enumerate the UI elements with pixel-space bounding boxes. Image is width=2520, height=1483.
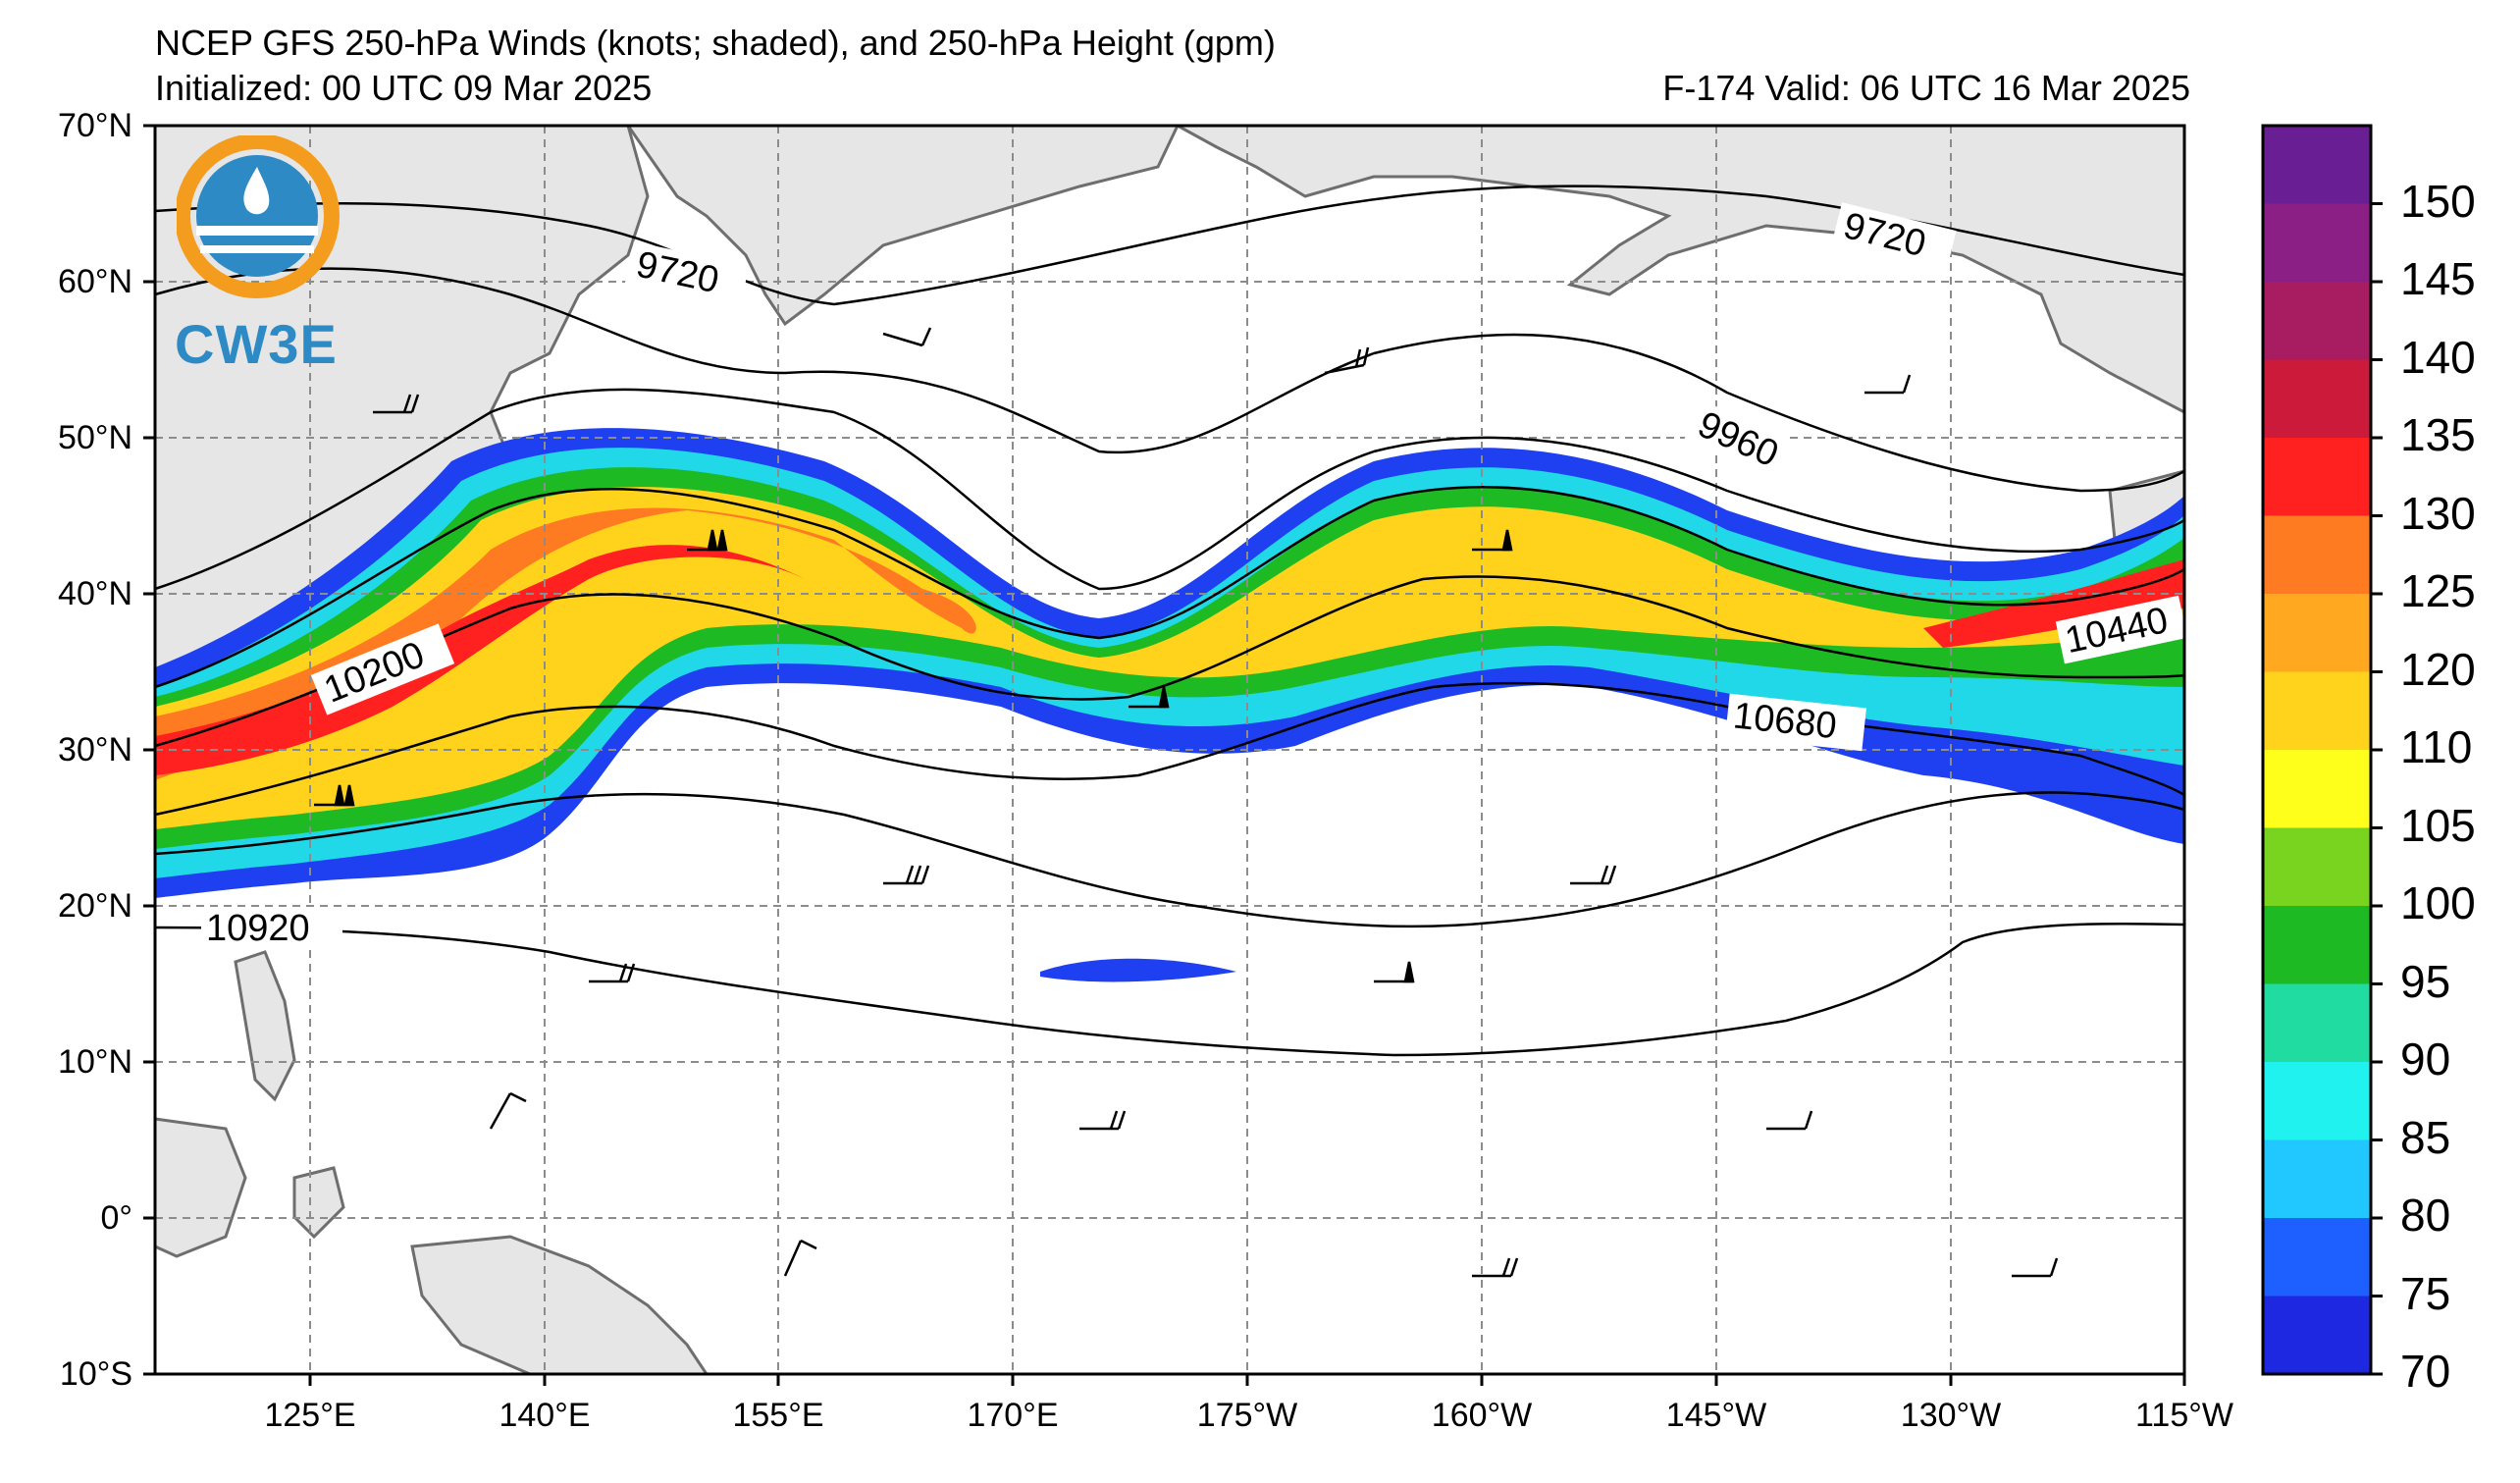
colorbar-swatch <box>2263 906 2371 984</box>
wind-barbs <box>314 327 2059 1278</box>
colorbar-swatch <box>2263 282 2371 360</box>
lon-label-115w: 115°W <box>2135 1397 2233 1434</box>
height-contours <box>154 185 2185 1057</box>
lon-label-130w: 130°W <box>1900 1397 2002 1434</box>
colorbar-swatch <box>2263 359 2371 439</box>
init-time: Initialized: 00 UTC 09 Mar 2025 <box>155 68 653 108</box>
colorbar-swatch <box>2263 438 2371 516</box>
colorbar-swatch <box>2263 750 2371 828</box>
axis-ticks <box>143 124 2186 1386</box>
lon-label-155e: 155°E <box>732 1397 824 1434</box>
colorbar-label: 105 <box>2400 799 2476 851</box>
land-kamchatka <box>625 124 1181 327</box>
colorbar-swatch <box>2263 1062 2371 1140</box>
logo-text: CW3E <box>175 313 338 375</box>
lat-label-70n: 70°N <box>58 107 132 144</box>
lon-label-175w: 175°W <box>1196 1397 1298 1434</box>
colorbar-swatch <box>2263 1139 2371 1219</box>
colorbar-swatch <box>2263 983 2371 1063</box>
chart-title: NCEP GFS 250-hPa Winds (knots; shaded), … <box>155 23 1276 63</box>
lat-label-10s: 10°S <box>59 1355 132 1393</box>
colorbar-label: 100 <box>2400 877 2476 928</box>
colorbar-label: 80 <box>2400 1190 2451 1241</box>
lon-label-160w: 160°W <box>1431 1397 1533 1434</box>
colorbar-label: 130 <box>2400 487 2476 539</box>
lat-lon-grid <box>155 126 2184 1374</box>
colorbar-label: 75 <box>2400 1267 2451 1319</box>
colorbar-label: 95 <box>2400 955 2451 1007</box>
land-sulawesi <box>292 1166 345 1240</box>
colorbar-swatch <box>2263 671 2371 751</box>
colorbar-label: 110 <box>2400 721 2473 772</box>
cw3e-logo-icon <box>177 135 340 298</box>
lat-label-equator: 0° <box>100 1199 132 1237</box>
land-alaska <box>1177 124 2186 415</box>
colorbar-swatch <box>2263 1218 2371 1297</box>
colorbar-swatch <box>2263 594 2371 672</box>
colorbar-swatch <box>2263 1296 2371 1375</box>
colorbar-label: 150 <box>2400 175 2476 227</box>
colorbar-swatch <box>2263 827 2371 907</box>
lon-label-140e: 140°E <box>499 1397 591 1434</box>
colorbar-label: 145 <box>2400 253 2476 304</box>
colorbar-label: 125 <box>2400 565 2476 616</box>
lon-label-170e: 170°E <box>967 1397 1059 1434</box>
colorbar-swatch <box>2263 515 2371 595</box>
shading-patch <box>1040 958 1236 982</box>
colorbar-label: 135 <box>2400 409 2476 460</box>
lat-label-40n: 40°N <box>58 575 132 612</box>
lon-label-125e: 125°E <box>264 1397 356 1434</box>
lat-label-30n: 30°N <box>58 731 132 768</box>
valid-time: F-174 Valid: 06 UTC 16 Mar 2025 <box>1662 68 2190 108</box>
colorbar-label: 90 <box>2400 1033 2451 1085</box>
colorbar-label: 70 <box>2400 1346 2451 1397</box>
contour-labels: 9720 9720 9960 10200 10440 10680 10920 <box>201 202 2188 950</box>
jet-stream-shading <box>155 428 2184 898</box>
contour-label-10920: 10920 <box>206 908 310 949</box>
colorbar-swatch <box>2263 203 2371 283</box>
land-new-guinea <box>410 1235 709 1376</box>
colorbar-label: 120 <box>2400 643 2476 695</box>
colorbar <box>2261 124 2383 1376</box>
colorbar-label: 85 <box>2400 1111 2451 1163</box>
lat-label-10n: 10°N <box>58 1043 132 1081</box>
lat-label-20n: 20°N <box>58 887 132 925</box>
colorbar-swatch <box>2263 126 2371 204</box>
colorbar-label: 140 <box>2400 331 2476 383</box>
lat-label-50n: 50°N <box>58 419 132 456</box>
lat-label-60n: 60°N <box>58 263 132 300</box>
lon-label-145w: 145°W <box>1665 1397 1767 1434</box>
